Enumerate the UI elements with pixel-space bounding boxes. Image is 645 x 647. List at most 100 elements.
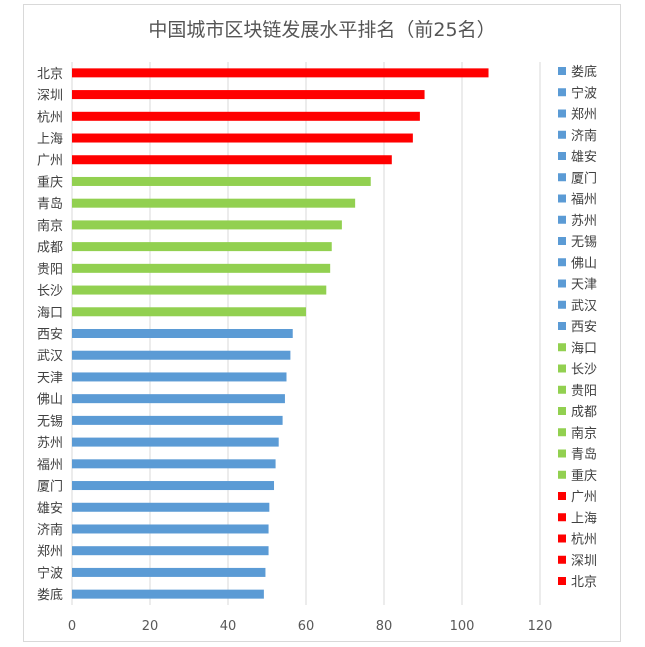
legend-swatch: [558, 152, 566, 160]
y-category-label: 海口: [37, 306, 63, 321]
legend-item: 上海: [558, 511, 597, 526]
legend-item: 长沙: [558, 363, 597, 378]
bar: [72, 242, 332, 252]
bar: [72, 459, 276, 469]
legend-item: 苏州: [558, 213, 597, 229]
legend-item: 武汉: [558, 299, 597, 314]
legend-label: 西安: [571, 320, 597, 335]
legend-swatch: [558, 67, 566, 75]
legend-swatch: [558, 173, 566, 182]
legend-label: 南京: [571, 425, 597, 441]
bar: [72, 155, 392, 165]
y-category-label: 济南: [37, 522, 63, 538]
grid-lines: [71, 62, 541, 605]
legend-label: 长沙: [571, 363, 597, 378]
legend-swatch: [558, 237, 566, 245]
x-tick-label: 60: [298, 619, 315, 634]
bar: [72, 567, 266, 577]
legend-swatch: [558, 513, 566, 522]
legend-item: 南京: [558, 425, 597, 441]
y-category-label: 无锡: [37, 414, 63, 429]
legend-item: 厦门: [558, 171, 597, 186]
y-category-label: 天津: [37, 371, 63, 386]
bar: [72, 133, 413, 143]
legend-item: 成都: [558, 405, 597, 420]
legend-label: 苏州: [571, 213, 597, 229]
legend-item: 佛山: [558, 256, 597, 271]
bar: [72, 90, 425, 100]
legend-item: 青岛: [558, 447, 597, 463]
legend-label: 青岛: [571, 447, 597, 463]
y-category-label: 西安: [37, 328, 63, 343]
bar: [72, 111, 420, 121]
legend-label: 广州: [571, 490, 597, 505]
x-axis-labels: 0 20 40 60 80 100 120: [68, 619, 553, 634]
y-category-label: 成都: [37, 241, 63, 256]
legend-swatch: [558, 300, 566, 309]
legend-swatch: [558, 343, 566, 352]
chart-title: 中国城市区块链发展水平排名（前25名）: [148, 19, 495, 41]
bar: [72, 220, 342, 230]
legend-label: 成都: [571, 405, 597, 420]
y-category-label: 佛山: [37, 393, 63, 408]
legend-label: 无锡: [571, 235, 597, 250]
legend-item: 西安: [558, 320, 597, 335]
legend-label: 武汉: [571, 299, 597, 314]
chart-frame: [23, 4, 621, 642]
bar: [72, 524, 269, 534]
legend-label: 厦门: [571, 171, 597, 186]
legend-swatch: [558, 88, 566, 97]
legend-swatch: [558, 492, 566, 500]
legend-label: 济南: [571, 128, 597, 144]
bar: [72, 329, 293, 338]
legend-item: 无锡: [558, 235, 597, 250]
bar: [72, 263, 331, 273]
legend-label: 雄安: [571, 150, 597, 165]
y-category-label: 上海: [37, 132, 63, 147]
legend-item: 雄安: [558, 150, 597, 165]
legend-swatch: [558, 385, 566, 394]
legend-label: 贵阳: [571, 384, 597, 399]
legend-swatch: [558, 555, 566, 564]
y-category-label: 贵阳: [37, 262, 63, 277]
legend-label: 宁波: [571, 85, 597, 101]
y-category-label: 重庆: [37, 174, 63, 190]
y-category-label: 雄安: [37, 501, 63, 516]
y-category-label: 长沙: [37, 284, 63, 299]
legend-swatch: [558, 534, 566, 543]
bar: [72, 437, 279, 447]
y-category-label: 南京: [37, 218, 63, 234]
legend-item: 重庆: [558, 468, 597, 484]
bar: [72, 198, 356, 208]
legend: 娄底宁波郑州济南雄安厦门福州苏州无锡佛山天津武汉西安海口长沙贵阳成都南京青岛重庆…: [558, 64, 597, 590]
x-tick-label: 20: [142, 619, 159, 634]
legend-item: 福州: [558, 193, 597, 208]
legend-item: 娄底: [558, 64, 597, 80]
legend-swatch: [558, 130, 566, 139]
legend-swatch: [558, 407, 566, 415]
x-tick-label: 80: [376, 619, 393, 634]
legend-swatch: [558, 428, 566, 437]
bar: [72, 546, 269, 556]
y-category-label: 娄底: [37, 587, 63, 603]
y-category-label: 北京: [37, 67, 63, 82]
legend-item: 郑州: [558, 108, 597, 123]
legend-swatch: [558, 322, 566, 330]
legend-label: 北京: [571, 575, 597, 590]
legend-swatch: [558, 109, 566, 118]
legend-swatch: [558, 364, 566, 373]
legend-label: 娄底: [571, 64, 597, 80]
y-category-label: 武汉: [37, 349, 63, 364]
bar: [72, 394, 285, 404]
y-category-label: 郑州: [37, 545, 63, 560]
x-tick-label: 0: [68, 619, 76, 634]
y-category-label: 深圳: [37, 89, 63, 104]
legend-swatch: [558, 258, 566, 267]
y-category-label: 福州: [37, 458, 63, 473]
y-category-label: 宁波: [37, 565, 63, 581]
y-category-label: 广州: [37, 154, 63, 169]
legend-swatch: [558, 577, 566, 585]
legend-label: 重庆: [571, 468, 597, 484]
bar: [72, 68, 489, 78]
bar: [72, 481, 275, 491]
